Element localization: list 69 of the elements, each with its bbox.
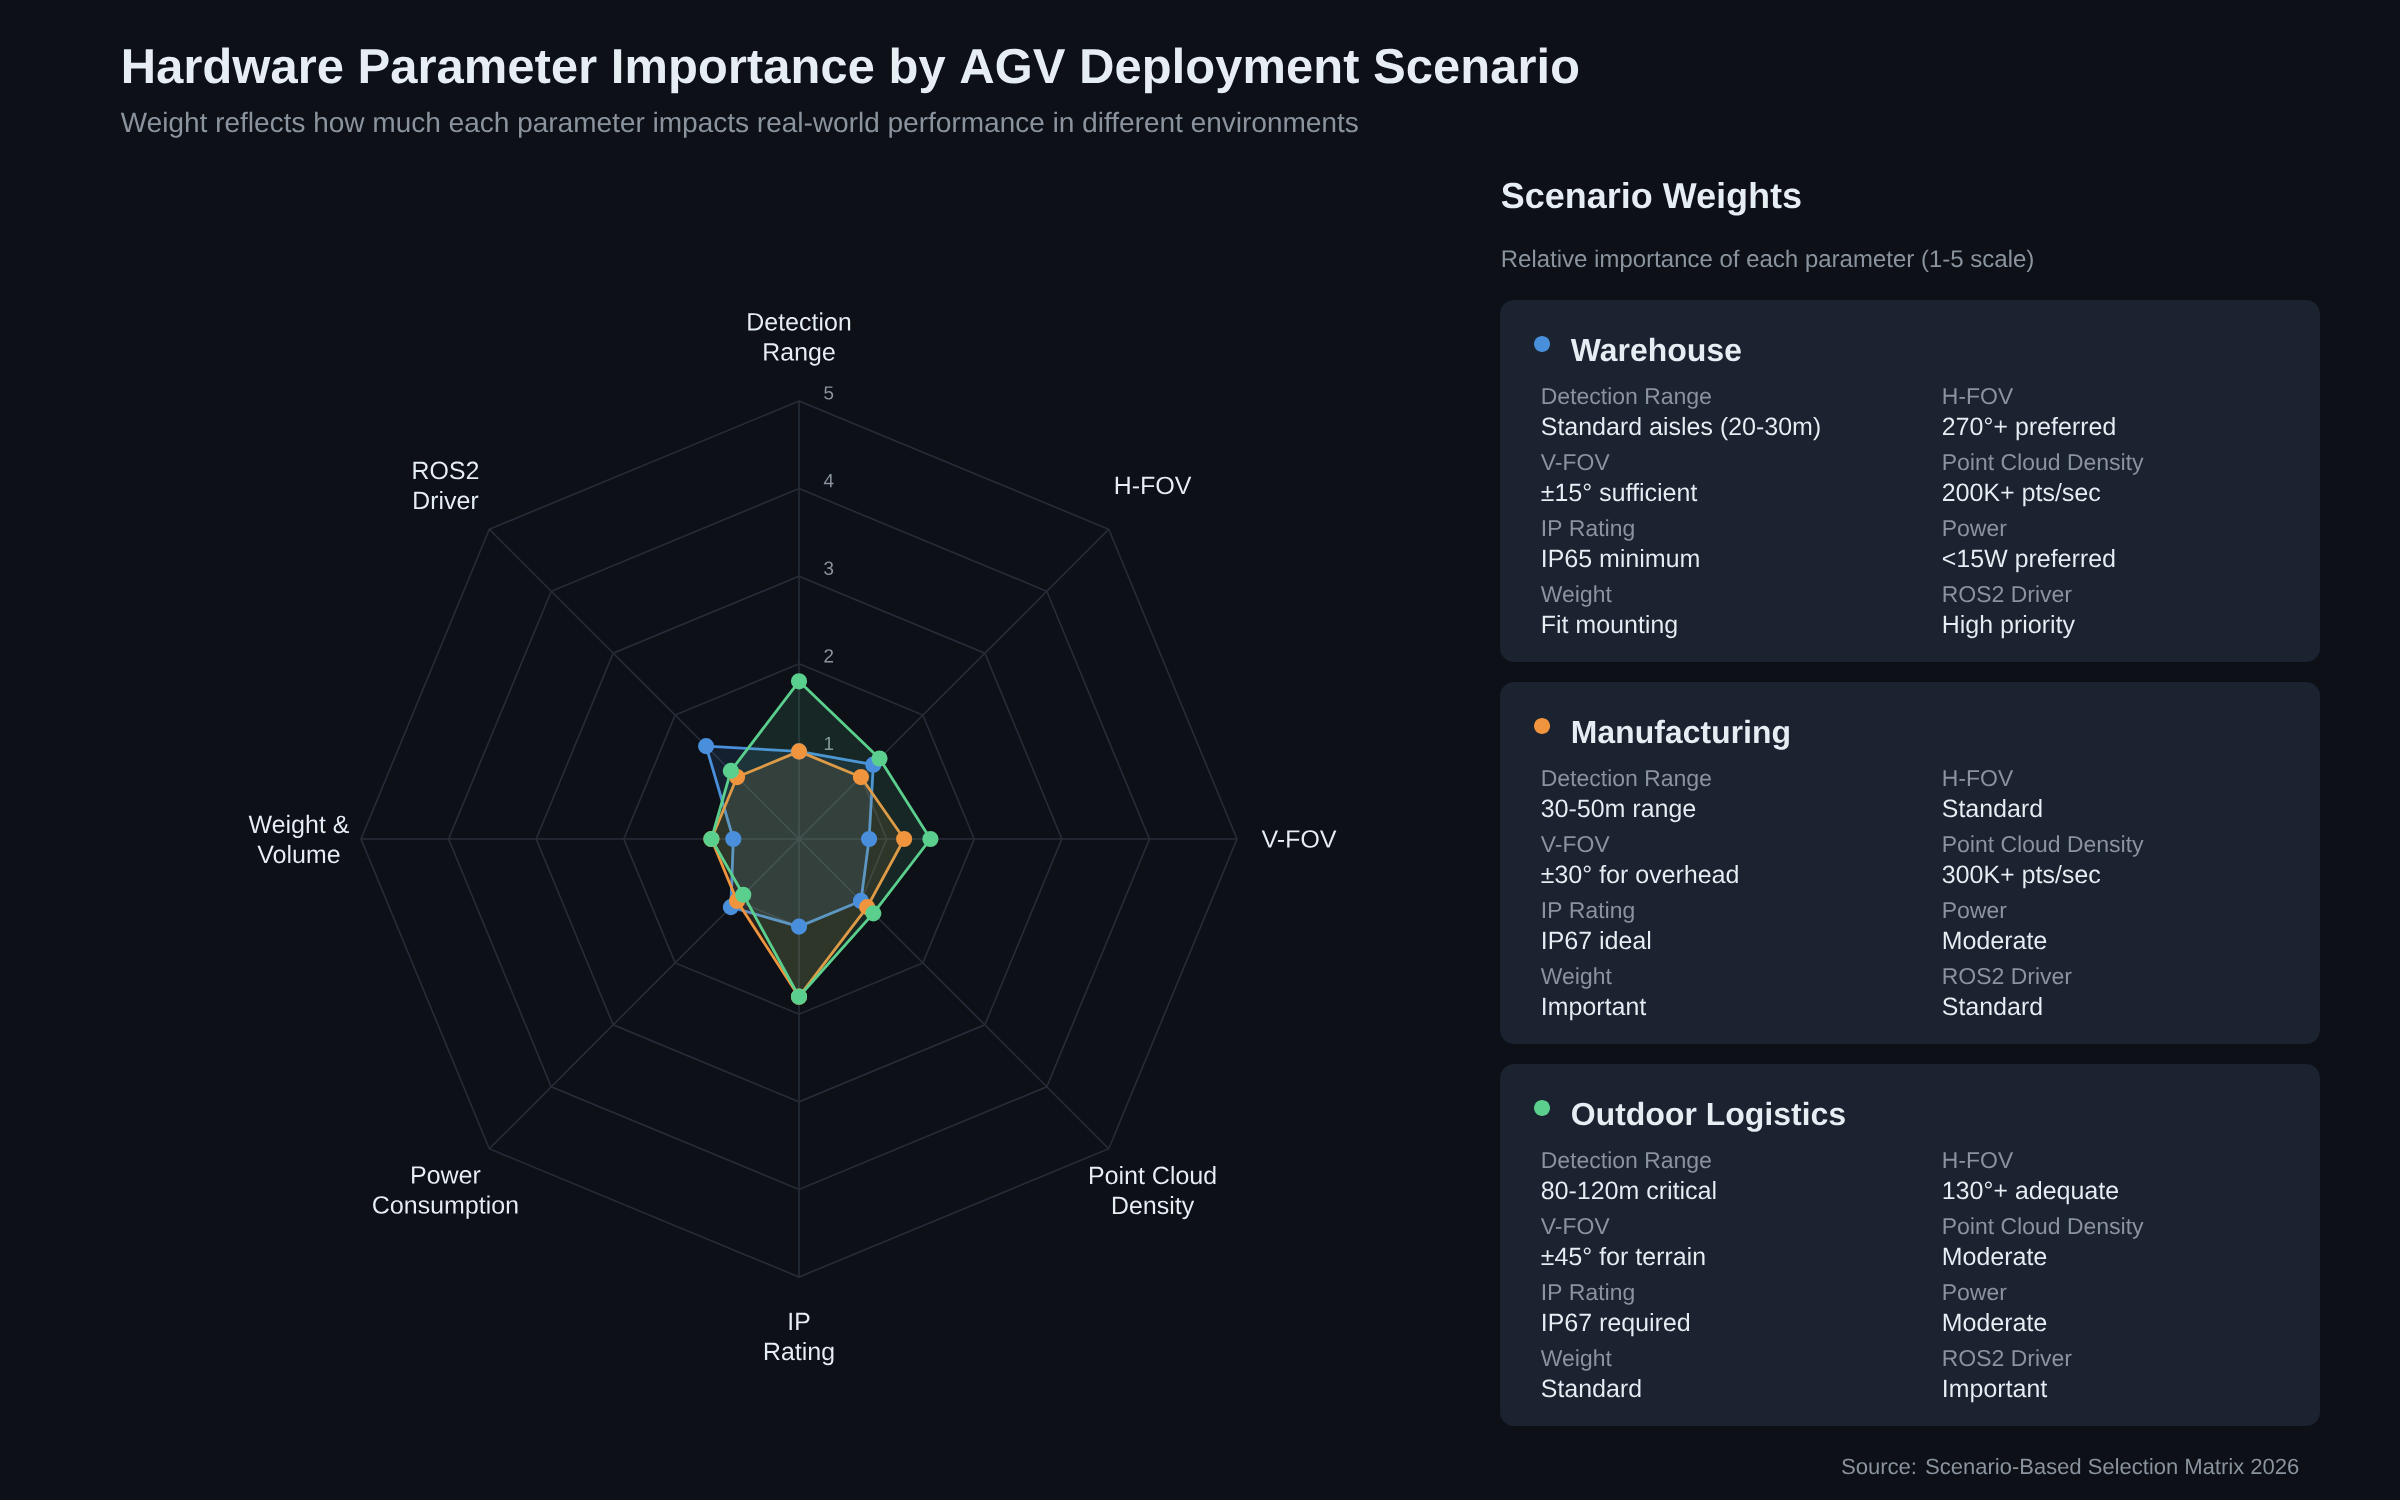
spoke-label: Point Cloud Density	[1090, 1165, 1216, 1220]
text: Weight	[1540, 967, 1612, 989]
text: 200K+ pts/sec	[1943, 482, 2101, 507]
legend-label: Manufacturing	[1572, 719, 1789, 750]
source-note: Source: Scenario-Based Selection Matrix 2026	[1842, 1458, 2299, 1475]
text: Weight	[1540, 585, 1612, 607]
y-tick-label: 5	[824, 386, 834, 400]
text: V-FOV	[1540, 835, 1610, 853]
spoke-label: Detection Range	[748, 312, 851, 366]
text: Standard aisles (20-30m)	[1541, 416, 1820, 441]
text: Important	[1944, 1379, 2048, 1403]
text: ROS2 Driver	[1943, 967, 2072, 985]
text: IP Rating	[1542, 519, 1634, 541]
text: 80-120m critical	[1541, 1180, 1716, 1200]
text: <15W preferred	[1942, 548, 2115, 573]
text: ±30° for overhead	[1541, 864, 1738, 884]
chart-title: Hardware Parameter Importance by AGV Deployment Scenario	[123, 47, 1579, 94]
y-tick-label: 3	[824, 561, 834, 575]
text: Standard	[1541, 1378, 1641, 1398]
spoke-label: V-FOV	[1261, 830, 1337, 848]
text: H-FOV	[1943, 1151, 2014, 1169]
text: Scenario Weights	[1501, 181, 1801, 216]
text: Detection Range	[1542, 769, 1711, 791]
text: Fit mounting	[1542, 614, 1677, 639]
text: ±45° for terrain	[1541, 1246, 1705, 1266]
text: 270°+ preferred	[1943, 416, 2115, 441]
text: IP Rating	[1542, 901, 1634, 923]
text: Moderate	[1943, 930, 2047, 950]
text: ROS2 Driver	[1943, 585, 2072, 603]
text: H-FOV	[1943, 387, 2014, 405]
text: 30-50m range	[1541, 799, 1696, 823]
text: Detection Range	[1542, 1151, 1711, 1173]
y-tick-label: 4	[823, 474, 834, 488]
text: Standard	[1942, 996, 2042, 1016]
text: Point Cloud Density	[1943, 453, 2144, 475]
spoke-label: IP Rating	[764, 1312, 834, 1366]
text: V-FOV	[1540, 453, 1610, 471]
spoke-label: Weight & Volume	[248, 814, 350, 864]
y-tick-label: 2	[824, 649, 834, 663]
text: High priority	[1943, 614, 2075, 639]
spoke-label: H-FOV	[1115, 476, 1192, 495]
y-tick-label: 1	[824, 736, 834, 750]
text: Moderate	[1943, 1312, 2047, 1332]
text: 130°+ adequate	[1943, 1180, 2119, 1205]
legend-label: Outdoor Logistics	[1572, 1101, 1845, 1132]
text: H-FOV	[1943, 769, 2014, 787]
text: Moderate	[1943, 1246, 2047, 1266]
text: IP65 minimum	[1543, 548, 1699, 568]
text: IP Rating	[1542, 1283, 1634, 1305]
spoke-label: ROS2 Driver	[413, 461, 479, 510]
text: IP67 ideal	[1543, 930, 1651, 950]
text: Power	[1943, 902, 2007, 919]
text: Point Cloud Density	[1943, 1217, 2144, 1239]
text: Power	[1943, 1284, 2007, 1301]
text: V-FOV	[1540, 1217, 1610, 1235]
text: Standard	[1942, 798, 2042, 818]
text: 300K+ pts/sec	[1942, 864, 2101, 889]
text: ROS2 Driver	[1943, 1349, 2072, 1367]
text: Power	[1943, 520, 2007, 537]
text: Point Cloud Density	[1943, 835, 2144, 857]
text: Weight	[1540, 1349, 1612, 1371]
text: Detection Range	[1542, 387, 1711, 409]
text: IP67 required	[1543, 1312, 1690, 1337]
text: Important	[1543, 997, 1647, 1021]
chart-subtitle: Weight reflects how much each parameter impacts real-world performance in different environments	[120, 111, 1358, 138]
legend-label: Warehouse	[1570, 337, 1741, 362]
text: Relative importance of each parameter (1-5 scale)	[1502, 249, 2033, 272]
text: ±15° sufficient	[1541, 482, 1698, 502]
spoke-label: Power Consumption	[373, 1166, 518, 1219]
